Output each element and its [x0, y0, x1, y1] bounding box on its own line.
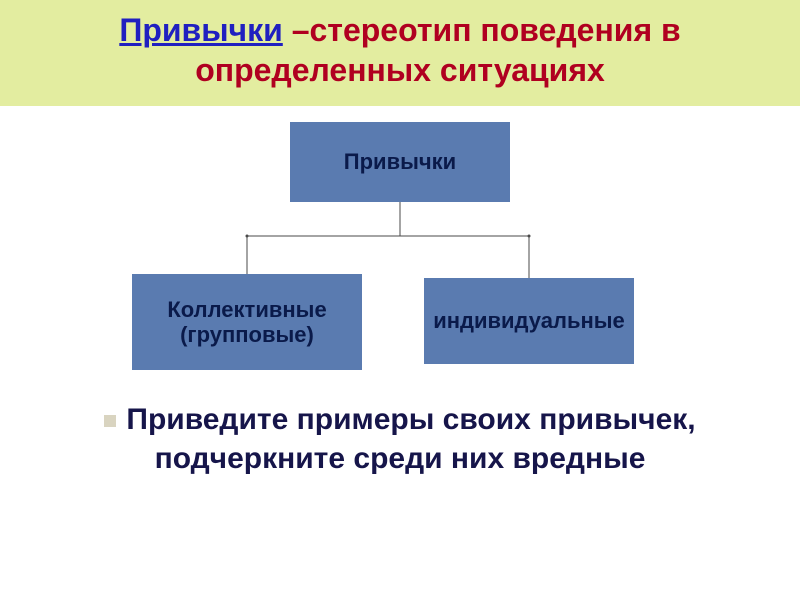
- diagram: Привычки Коллективные (групповые) индиви…: [0, 106, 800, 376]
- node-root: Привычки: [290, 122, 510, 202]
- footer-prompt-text: Приведите примеры своих привычек, подчер…: [126, 403, 695, 475]
- footer-prompt: Приведите примеры своих привычек, подчер…: [0, 400, 800, 478]
- bullet-icon: [104, 415, 116, 427]
- node-collective-label: Коллективные (групповые): [138, 297, 356, 348]
- node-root-label: Привычки: [344, 149, 456, 174]
- title-band: Привычки –стереотип поведения в определе…: [0, 0, 800, 106]
- node-collective: Коллективные (групповые): [132, 274, 362, 370]
- node-individual: индивидуальные: [424, 278, 634, 364]
- node-individual-label: индивидуальные: [433, 308, 625, 333]
- title-term: Привычки: [119, 12, 282, 48]
